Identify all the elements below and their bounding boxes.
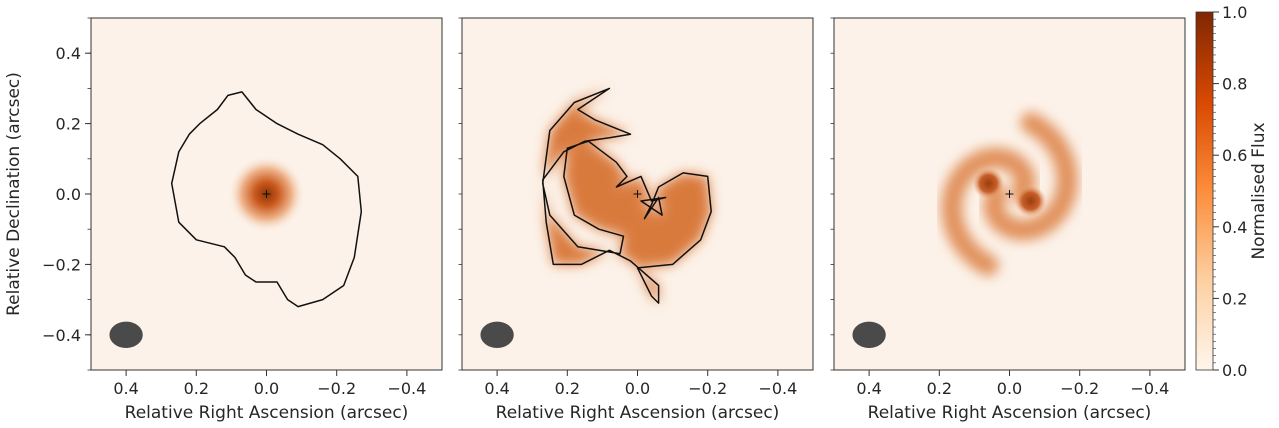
x-tick-label: 0.4 [484, 379, 509, 398]
spiral-arm [941, 147, 1036, 276]
flux-map [541, 87, 712, 304]
colorbar-tick-label: 0.8 [1222, 75, 1247, 94]
y-tick-label: −0.2 [42, 255, 81, 274]
x-tick-label: 0.2 [184, 379, 209, 398]
x-tick-label: −0.2 [317, 379, 356, 398]
x-tick-label: 0.2 [927, 379, 952, 398]
panel-2: 0.4 0.2 0.0 −0.2 −0.4 Relative Right Ascensio… [458, 17, 814, 423]
colorbar-ticks: 0.0 0.2 0.4 0.6 0.8 1.0 [1213, 3, 1247, 380]
x-tick-label: −0.2 [1060, 379, 1099, 398]
flux-contour [541, 87, 712, 304]
x-tick-label: 0.0 [997, 379, 1022, 398]
colorbar-tick-label: 0.6 [1222, 146, 1247, 165]
phase-center-marker [633, 190, 642, 198]
spiral-emission [542, 88, 712, 304]
panel-3: 0.4 0.2 0.0 −0.2 −0.4 Relative Right Ascensio… [830, 17, 1186, 423]
colorbar-gradient [1195, 11, 1214, 371]
x-tick-label: −0.4 [387, 379, 426, 398]
phase-center-marker [262, 190, 271, 198]
x-tick-label: −0.4 [758, 379, 797, 398]
x-tick-label: 0.2 [555, 379, 580, 398]
colorbar-tick-label: 0.4 [1222, 218, 1247, 237]
beam-ellipse [852, 321, 886, 348]
x-tick-label: 0.0 [254, 379, 279, 398]
y-tick-label: 0.2 [56, 115, 81, 134]
x-tick-label: −0.2 [688, 379, 727, 398]
colorbar-tick-label: 1.0 [1222, 3, 1247, 22]
x-axis-label: Relative Right Ascension (arcsec) [496, 403, 780, 423]
panel-1: 0.4 0.2 0.0 −0.2 −0.4 0.4 0.2 0.0 −0.2 −0.4 Relati… [4, 17, 443, 423]
flux-contour [170, 91, 363, 308]
x-tick-label: −0.4 [1130, 379, 1169, 398]
y-tick-label: −0.4 [42, 326, 81, 345]
y-tick-label: 0.4 [56, 44, 81, 63]
colorbar-label: Normalised Flux [1249, 122, 1269, 259]
phase-center-marker [1005, 190, 1014, 198]
beam-ellipse [109, 321, 143, 348]
x-tick-label: 0.0 [625, 379, 650, 398]
colorbar: 0.0 0.2 0.4 0.6 0.8 1.0 Normalised Flux [1195, 3, 1269, 380]
colorbar-tick-label: 0.2 [1222, 289, 1247, 308]
x-axis-label: Relative Right Ascension (arcsec) [125, 403, 409, 423]
flux-map [941, 112, 1078, 276]
emission-clump [972, 167, 1005, 200]
x-tick-label: 0.4 [856, 379, 881, 398]
x-axis-label: Relative Right Ascension (arcsec) [868, 403, 1152, 423]
y-tick-label: 0.0 [56, 185, 81, 204]
spiral-arm [983, 112, 1078, 241]
emission-clump [1014, 185, 1047, 217]
x-tick-label: 0.4 [113, 379, 138, 398]
beam-ellipse [480, 321, 514, 348]
colorbar-tick-label: 0.0 [1222, 361, 1247, 380]
y-axis-label: Relative Declination (arcsec) [4, 72, 24, 316]
